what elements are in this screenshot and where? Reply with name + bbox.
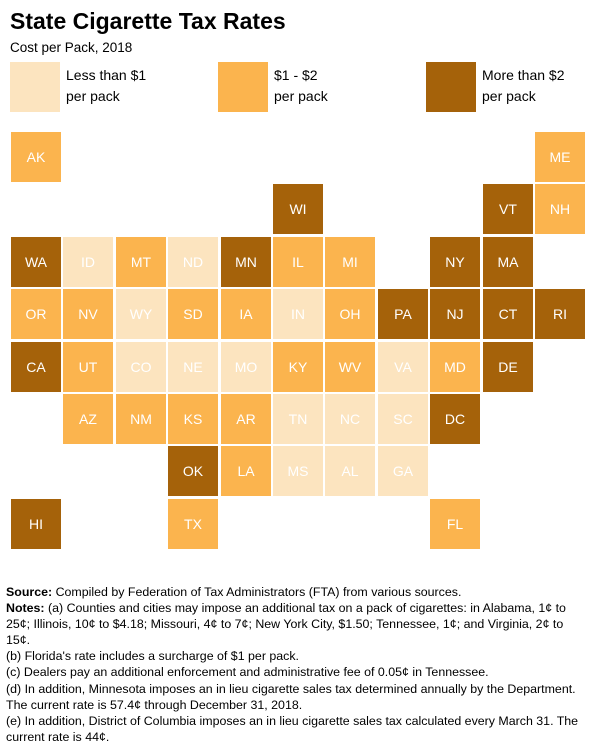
state-tile-az: AZ: [63, 394, 113, 444]
tile-map: AK ME WI VT NH WA ID MT ND MN IL MI NY MA OR NV WY SD IA IN…: [11, 132, 585, 549]
source-line: Source: Compiled by Federation of Tax Ad…: [6, 584, 584, 600]
chart-subtitle: Cost per Pack, 2018: [10, 40, 133, 55]
state-tile-pa: PA: [378, 289, 428, 339]
state-tile-ok: OK: [168, 446, 218, 496]
state-tile-nj: NJ: [430, 289, 480, 339]
state-tile-vt: VT: [483, 184, 533, 234]
state-tile-mo: MO: [221, 342, 271, 392]
state-tile-id: ID: [63, 237, 113, 287]
state-tile-ma: MA: [483, 237, 533, 287]
legend-swatch-high: [426, 62, 476, 112]
state-tile-nv: NV: [63, 289, 113, 339]
state-tile-sc: SC: [378, 394, 428, 444]
note-a: Notes: (a) Counties and cities may impos…: [6, 600, 584, 648]
state-tile-nh: NH: [535, 184, 585, 234]
legend-swatch-mid: [218, 62, 268, 112]
note-b: (b) Florida's rate includes a surcharge …: [6, 649, 300, 664]
state-tile-ak: AK: [11, 132, 61, 182]
note-a-text: (a) Counties and cities may impose an ad…: [6, 601, 566, 648]
state-tile-ut: UT: [63, 342, 113, 392]
state-tile-or: OR: [11, 289, 61, 339]
source-label: Source:: [6, 585, 53, 599]
note-c: (c) Dealers pay an additional enforcemen…: [6, 665, 489, 680]
note-e: (e) In addition, District of Columbia im…: [6, 713, 579, 744]
state-tile-wv: WV: [325, 342, 375, 392]
legend-label-mid: $1 - $2 per pack: [274, 67, 328, 104]
legend-label-low: Less than $1 per pack: [66, 67, 147, 104]
state-tile-al: AL: [325, 446, 375, 496]
state-tile-wi: WI: [273, 184, 323, 234]
state-tile-mn: MN: [221, 237, 271, 287]
state-tile-nc: NC: [325, 394, 375, 444]
state-tile-ar: AR: [221, 394, 271, 444]
state-tile-wa: WA: [11, 237, 61, 287]
state-tile-wy: WY: [116, 289, 166, 339]
state-tile-ny: NY: [430, 237, 480, 287]
legend-label-high: More than $2 per pack: [482, 67, 565, 104]
state-tile-ne: NE: [168, 342, 218, 392]
chart-title: State Cigarette Tax Rates: [10, 8, 286, 34]
state-tile-de: DE: [483, 342, 533, 392]
state-tile-ky: KY: [273, 342, 323, 392]
state-tile-md: MD: [430, 342, 480, 392]
state-tile-tn: TN: [273, 394, 323, 444]
state-tile-nd: ND: [168, 237, 218, 287]
state-tile-co: CO: [116, 342, 166, 392]
state-tile-hi: HI: [11, 499, 61, 549]
notes-block: Source: Compiled by Federation of Tax Ad…: [6, 584, 584, 745]
state-tile-ms: MS: [273, 446, 323, 496]
state-tile-me: ME: [535, 132, 585, 182]
note-d: (d) In addition, Minnesota imposes an in…: [6, 681, 576, 712]
state-tile-la: LA: [221, 446, 271, 496]
state-tile-ga: GA: [378, 446, 428, 496]
state-tile-ks: KS: [168, 394, 218, 444]
state-tile-il: IL: [273, 237, 323, 287]
state-tile-ia: IA: [221, 289, 271, 339]
state-tile-va: VA: [378, 342, 428, 392]
state-tile-sd: SD: [168, 289, 218, 339]
state-tile-mi: MI: [325, 237, 375, 287]
legend-swatch-low: [10, 62, 60, 112]
state-tile-nm: NM: [116, 394, 166, 444]
source-text: Compiled by Federation of Tax Administra…: [52, 585, 462, 599]
state-tile-mt: MT: [116, 237, 166, 287]
notes-label: Notes:: [6, 601, 45, 616]
state-tile-tx: TX: [168, 499, 218, 549]
state-tile-oh: OH: [325, 289, 375, 339]
state-tile-ca: CA: [11, 342, 61, 392]
state-tile-in: IN: [273, 289, 323, 339]
state-tile-ct: CT: [483, 289, 533, 339]
state-tile-ri: RI: [535, 289, 585, 339]
state-tile-dc: DC: [430, 394, 480, 444]
state-tile-fl: FL: [430, 499, 480, 549]
